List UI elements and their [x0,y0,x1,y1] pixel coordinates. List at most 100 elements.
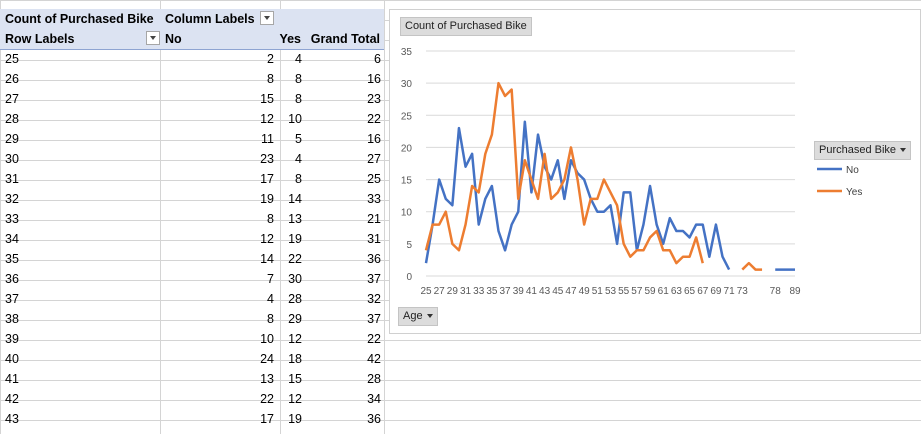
cell-no-count[interactable]: 8 [267,312,274,326]
pivot-value-field[interactable]: Count of Purchased Bike [5,12,154,26]
row-label-age[interactable]: 36 [5,272,19,286]
column-gridline [384,0,385,434]
row-label-age[interactable]: 29 [5,132,19,146]
cell-no-count[interactable]: 4 [267,292,274,306]
x-tick-label: 59 [644,286,656,297]
row-label-age[interactable]: 28 [5,112,19,126]
col-header-yes: Yes [279,32,301,46]
cell-no-count[interactable]: 24 [260,352,274,366]
cell-yes-count[interactable]: 19 [288,232,302,246]
cell-grand-total[interactable]: 28 [367,372,381,386]
axis-field-button[interactable]: Age [398,307,438,326]
series-line-yes[interactable] [424,81,704,265]
cell-yes-count[interactable]: 19 [288,412,302,426]
row-label-age[interactable]: 27 [5,92,19,106]
row-label-age[interactable]: 35 [5,252,19,266]
row-label-age[interactable]: 42 [5,392,19,406]
cell-no-count[interactable]: 11 [261,132,274,146]
cell-yes-count[interactable]: 4 [295,152,302,166]
row-label-age[interactable]: 39 [5,332,19,346]
cell-yes-count[interactable]: 30 [288,272,302,286]
legend-field-button[interactable]: Purchased Bike [814,141,912,160]
row-labels-filter-dropdown[interactable] [146,31,160,45]
cell-grand-total[interactable]: 22 [367,112,381,126]
row-label-age[interactable]: 43 [5,412,19,426]
cell-no-count[interactable]: 2 [267,52,274,66]
row-label-age[interactable]: 37 [5,292,19,306]
cell-yes-count[interactable]: 28 [288,292,302,306]
row-label-age[interactable]: 25 [5,52,19,66]
x-tick-label: 61 [658,286,670,297]
cell-grand-total[interactable]: 34 [367,392,381,406]
row-label-age[interactable]: 40 [5,352,19,366]
cell-no-count[interactable]: 8 [267,212,274,226]
column-gridline [160,0,161,434]
row-label-age[interactable]: 26 [5,72,19,86]
cell-no-count[interactable]: 7 [267,272,274,286]
y-tick-label: 20 [401,143,413,154]
cell-grand-total[interactable]: 36 [367,252,381,266]
cell-no-count[interactable]: 22 [260,392,274,406]
cell-no-count[interactable]: 14 [260,252,274,266]
cell-grand-total[interactable]: 42 [367,352,381,366]
cell-no-count[interactable]: 12 [260,112,274,126]
cell-yes-count[interactable]: 15 [288,372,302,386]
cell-no-count[interactable]: 19 [260,192,274,206]
row-label-age[interactable]: 41 [5,372,19,386]
cell-yes-count[interactable]: 10 [288,112,302,126]
cell-grand-total[interactable]: 6 [374,52,381,66]
cell-grand-total[interactable]: 27 [367,152,381,166]
x-tick-label: 69 [710,286,722,297]
chart-value-field-button[interactable]: Count of Purchased Bike [400,17,532,36]
cell-grand-total[interactable]: 32 [367,292,381,306]
cell-yes-count[interactable]: 8 [295,92,302,106]
series-line-no[interactable] [424,120,731,271]
cell-grand-total[interactable]: 37 [367,312,381,326]
x-tick-label: 37 [500,286,512,297]
y-tick-label: 25 [401,111,413,122]
row-label-age[interactable]: 34 [5,232,19,246]
cell-yes-count[interactable]: 14 [288,192,302,206]
cell-grand-total[interactable]: 16 [367,72,381,86]
cell-yes-count[interactable]: 12 [288,332,302,346]
cell-yes-count[interactable]: 5 [295,132,302,146]
row-label-age[interactable]: 32 [5,192,19,206]
cell-no-count[interactable]: 10 [260,332,274,346]
pivot-chart[interactable]: Count of Purchased Bike 0 5 10 15 20 25 30 35 25… [389,9,921,334]
series-line-yes[interactable] [741,261,763,271]
row-label-age[interactable]: 31 [5,172,19,186]
pivot-row: 39 10 12 22 [0,329,384,349]
cell-no-count[interactable]: 8 [267,72,274,86]
cell-no-count[interactable]: 17 [260,412,274,426]
cell-yes-count[interactable]: 8 [295,72,302,86]
cell-grand-total[interactable]: 25 [367,172,381,186]
cell-grand-total[interactable]: 21 [367,212,381,226]
pivot-row: 28 12 10 22 [0,109,384,129]
cell-yes-count[interactable]: 12 [288,392,302,406]
cell-no-count[interactable]: 23 [260,152,274,166]
cell-yes-count[interactable]: 4 [295,52,302,66]
cell-grand-total[interactable]: 16 [367,132,381,146]
cell-grand-total[interactable]: 31 [367,232,381,246]
cell-yes-count[interactable]: 29 [288,312,302,326]
cell-yes-count[interactable]: 22 [288,252,302,266]
cell-grand-total[interactable]: 33 [367,192,381,206]
row-label-age[interactable]: 33 [5,212,19,226]
cell-no-count[interactable]: 17 [260,172,274,186]
cell-grand-total[interactable]: 37 [367,272,381,286]
column-labels-filter-dropdown[interactable] [260,11,274,25]
cell-yes-count[interactable]: 18 [288,352,302,366]
cell-grand-total[interactable]: 22 [367,332,381,346]
cell-grand-total[interactable]: 36 [367,412,381,426]
row-label-age[interactable]: 38 [5,312,19,326]
row-label-age[interactable]: 30 [5,152,19,166]
cell-grand-total[interactable]: 23 [367,92,381,106]
cell-no-count[interactable]: 15 [260,92,274,106]
x-tick-label: 89 [789,286,801,297]
x-tick-label: 63 [671,286,683,297]
cell-yes-count[interactable]: 13 [288,212,302,226]
cell-no-count[interactable]: 13 [260,372,274,386]
cell-no-count[interactable]: 12 [260,232,274,246]
cell-yes-count[interactable]: 8 [295,172,302,186]
x-tick-label: 45 [552,286,564,297]
